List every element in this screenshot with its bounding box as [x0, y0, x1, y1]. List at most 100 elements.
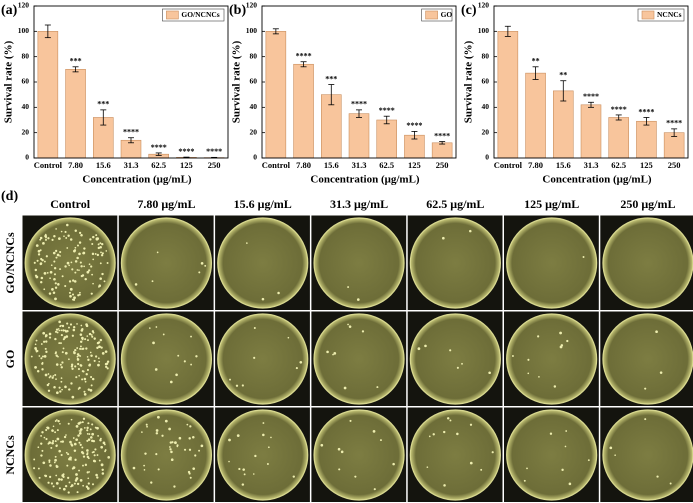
- colony: [333, 351, 337, 355]
- colony: [58, 386, 61, 389]
- colony: [94, 253, 97, 255]
- colony: [79, 364, 82, 367]
- colony: [99, 262, 102, 265]
- colony: [97, 435, 99, 437]
- plate: [409, 217, 501, 309]
- y-tick-label: 60: [482, 77, 490, 86]
- colony: [91, 423, 94, 426]
- colony: [90, 354, 93, 358]
- colony: [523, 479, 526, 482]
- colony: [91, 483, 95, 486]
- error-bar: [128, 137, 134, 144]
- colony: [91, 335, 94, 338]
- plate: [120, 313, 213, 405]
- colony: [75, 376, 78, 379]
- colony: [78, 430, 81, 432]
- colony: [261, 297, 265, 301]
- colony: [164, 419, 168, 423]
- row-label: GO/NCNCs: [3, 232, 17, 294]
- colony: [41, 362, 44, 365]
- colony: [60, 329, 63, 332]
- colony: [190, 363, 193, 366]
- colony: [57, 283, 60, 286]
- colony: [67, 476, 70, 479]
- colony: [56, 331, 59, 334]
- x-tick-label: 31.3: [352, 160, 367, 170]
- colony: [66, 322, 69, 325]
- colony: [43, 340, 46, 343]
- y-tick-label: 100: [478, 26, 490, 35]
- colony: [64, 265, 67, 268]
- colony: [86, 487, 90, 490]
- colony: [295, 367, 298, 370]
- error-bar: [72, 66, 79, 73]
- colony: [106, 367, 109, 370]
- y-tick-label: 40: [22, 102, 30, 111]
- colony: [68, 358, 70, 361]
- colony: [82, 370, 85, 373]
- plate: [506, 409, 598, 501]
- colony: [81, 338, 84, 341]
- colony: [105, 365, 108, 369]
- colony: [175, 373, 178, 377]
- colony: [78, 269, 80, 271]
- colony: [56, 419, 58, 421]
- colony: [132, 466, 136, 470]
- colony: [46, 383, 50, 387]
- colony: [71, 293, 75, 296]
- colony: [69, 287, 73, 291]
- colony: [150, 481, 153, 484]
- colony: [40, 442, 43, 445]
- colony: [60, 334, 63, 337]
- colony: [44, 474, 48, 478]
- x-tick-label: 62.5: [151, 160, 166, 170]
- colony: [49, 277, 51, 280]
- bar: [608, 117, 629, 159]
- colony: [89, 351, 92, 354]
- colony: [39, 238, 42, 241]
- column-header: Control: [50, 197, 90, 211]
- colony: [72, 466, 76, 470]
- colony: [76, 491, 79, 494]
- error-bar: [300, 61, 307, 68]
- colony: [73, 482, 76, 485]
- error-bar: [183, 156, 190, 159]
- colony: [99, 245, 102, 249]
- error-bar: [671, 128, 678, 137]
- colony: [60, 380, 63, 383]
- colony: [332, 353, 334, 356]
- colony: [62, 487, 66, 491]
- colony: [348, 325, 352, 328]
- colony: [60, 366, 63, 369]
- colony: [59, 268, 62, 271]
- colony: [73, 442, 77, 446]
- colony: [392, 462, 395, 466]
- colony: [564, 445, 567, 448]
- colony: [349, 419, 352, 422]
- y-tick-label: 40: [482, 102, 490, 111]
- colony: [78, 469, 80, 472]
- plate: [313, 409, 405, 501]
- colony: [102, 441, 106, 445]
- colony: [58, 320, 61, 324]
- colony: [53, 277, 56, 281]
- colony: [34, 346, 37, 350]
- colony: [48, 461, 51, 464]
- colony: [81, 421, 84, 424]
- colony: [60, 324, 62, 327]
- legend-label: NCNCs: [657, 10, 682, 19]
- y-tick-label: 100: [18, 26, 30, 35]
- colony: [37, 253, 41, 256]
- colony: [106, 360, 110, 363]
- colony: [56, 429, 59, 432]
- colony: [655, 330, 658, 334]
- colony: [229, 378, 231, 381]
- column-header: 62.5 μg/mL: [426, 197, 484, 211]
- colony: [58, 237, 61, 240]
- colony: [73, 296, 76, 300]
- y-tick-label: 0: [25, 153, 29, 162]
- colony: [72, 279, 75, 282]
- colony: [527, 372, 530, 375]
- colony: [173, 485, 176, 488]
- colony: [35, 244, 39, 247]
